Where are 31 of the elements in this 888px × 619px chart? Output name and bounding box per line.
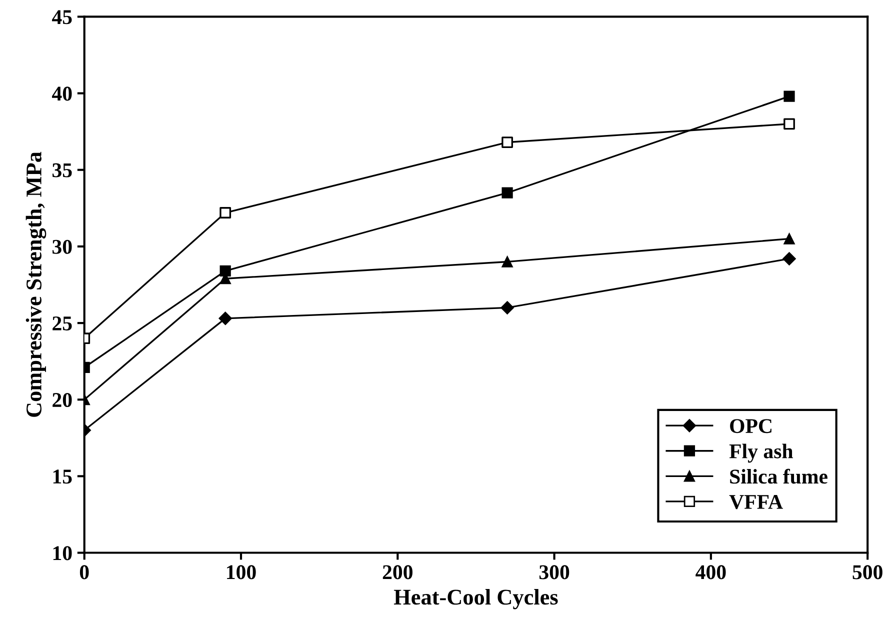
legend-label: Fly ash [729,444,793,463]
point [220,265,231,277]
y-axis-title: Compressive Strength, MPa [26,152,46,417]
x-tick-label: 0 [80,565,89,580]
y-tick-label: 30 [52,240,72,254]
y-tick-label: 25 [52,316,72,330]
point [502,136,513,148]
point [220,207,232,218]
legend-label: Silica fume [730,468,828,484]
y-tick-label: 15 [53,470,72,484]
point [500,301,514,314]
y-tick-label: 35 [52,163,72,178]
point [784,118,795,130]
legend-label: OPC [730,419,772,434]
point [784,233,795,244]
point [502,256,513,268]
x-tick-label: 100 [227,565,256,580]
point [784,90,795,102]
y-tick-label: 40 [52,86,72,101]
point [502,187,513,198]
x-tick-label: 300 [539,565,570,580]
x-tick-label: 400 [696,565,726,580]
point [782,252,796,266]
y-tick-label: 45 [52,10,72,24]
point [218,312,232,326]
y-tick-label: 20 [52,392,72,408]
y-tick-label: 10 [53,546,72,560]
legend-label: VFFA [729,494,783,510]
x-tick-label: 500 [852,565,882,580]
x-axis-title: Heat-Cool Cycles [394,589,558,610]
x-tick-label: 200 [382,565,412,580]
